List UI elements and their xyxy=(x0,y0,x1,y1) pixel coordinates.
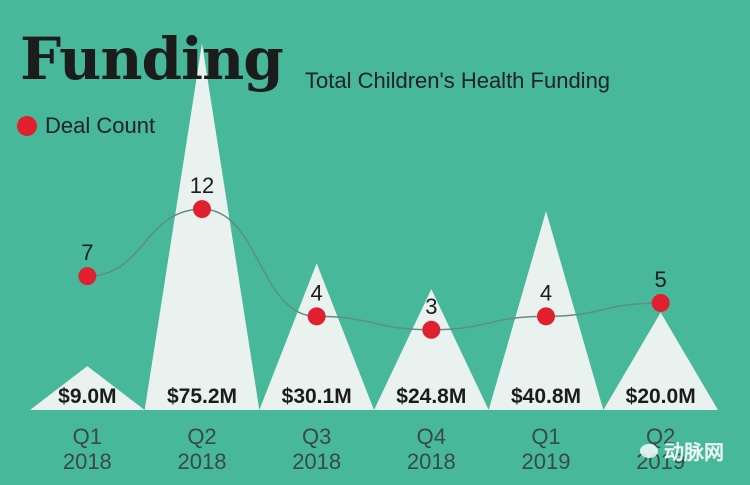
funding-peak xyxy=(603,312,718,410)
funding-peak xyxy=(144,43,260,411)
category-tick-label: 2018 xyxy=(63,449,112,474)
deal-count-label: 12 xyxy=(190,173,214,198)
category-tick-label: Q3 xyxy=(302,424,331,449)
funding-value-label: $40.8M xyxy=(511,385,581,408)
funding-value-label: $30.1M xyxy=(282,385,352,408)
funding-value-label: $75.2M xyxy=(167,385,237,408)
watermark: 动脉网 xyxy=(640,436,724,465)
deal-count-point xyxy=(78,267,97,286)
page-title: Funding xyxy=(20,25,284,93)
category-tick-label: 2019 xyxy=(522,449,571,474)
funding-value-label: $20.0M xyxy=(626,385,696,408)
deal-count-label: 5 xyxy=(655,267,667,292)
deal-count-label: 3 xyxy=(425,294,437,319)
deal-count-point xyxy=(537,307,555,326)
watermark-text: 动脉网 xyxy=(664,442,724,464)
deal-count-label: 7 xyxy=(81,240,93,265)
funding-value-label: $9.0M xyxy=(58,385,116,408)
wechat-icon xyxy=(640,443,658,458)
category-tick-label: 2018 xyxy=(178,449,227,474)
category-tick-label: Q1 xyxy=(73,424,102,449)
category-tick-label: 2018 xyxy=(292,449,341,474)
funding-peak xyxy=(259,263,374,410)
deal-count-point xyxy=(422,320,441,339)
category-tick-label: Q4 xyxy=(417,424,446,449)
legend-label: Deal Count xyxy=(45,113,156,138)
deal-count-point xyxy=(193,200,211,219)
deal-count-label: 4 xyxy=(311,280,323,305)
deal-count-point xyxy=(307,307,326,326)
funding-peak xyxy=(30,366,145,410)
funding-value-label: $24.8M xyxy=(396,385,466,408)
legend-dot-icon xyxy=(17,116,37,136)
category-tick-label: Q2 xyxy=(187,424,216,449)
category-tick-label: Q1 xyxy=(531,424,560,449)
funding-peak xyxy=(374,289,489,410)
deal-count-label: 4 xyxy=(540,280,552,305)
category-tick-label: 2018 xyxy=(407,449,456,474)
legend: Deal Count xyxy=(17,113,155,139)
chart-subtitle: Total Children's Health Funding xyxy=(305,68,611,93)
deal-count-point xyxy=(651,293,670,312)
